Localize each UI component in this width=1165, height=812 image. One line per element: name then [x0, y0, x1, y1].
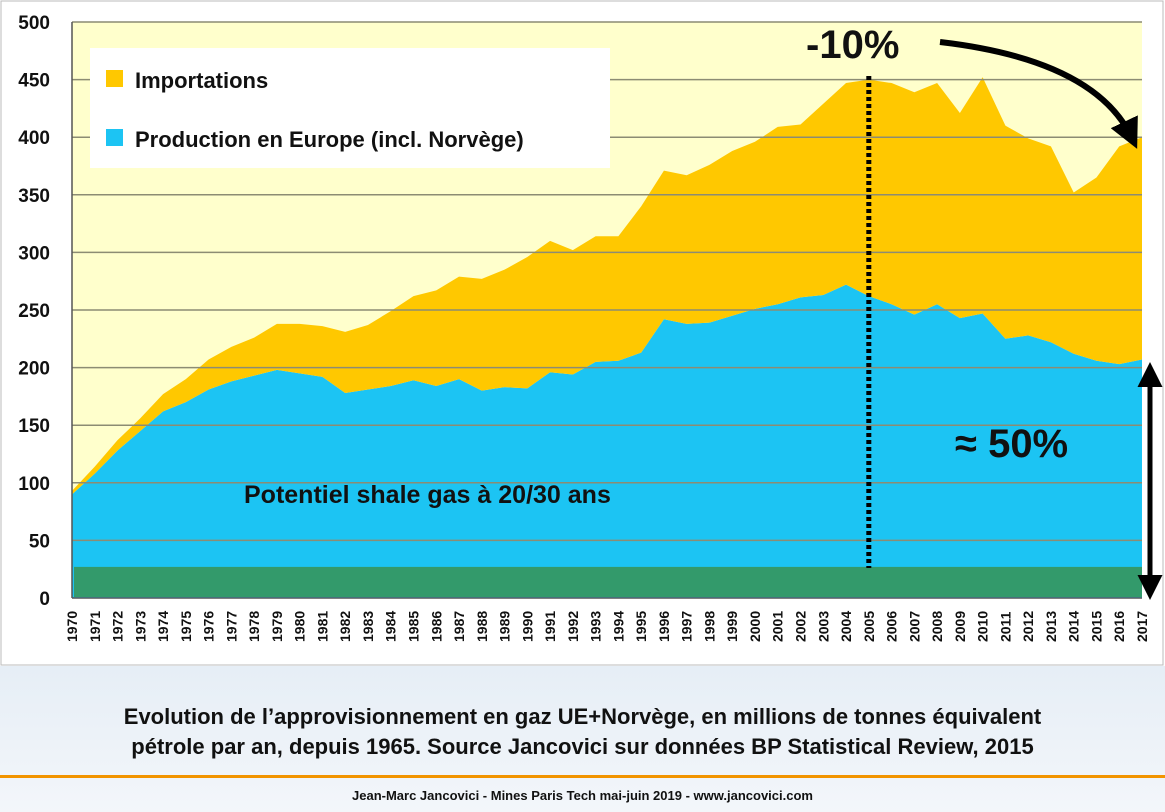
x-tick-label-1990: 1990: [519, 611, 535, 642]
shale-gas-label: Potentiel shale gas à 20/30 ans: [244, 481, 611, 509]
x-tick-label-1981: 1981: [314, 611, 330, 642]
x-tick-label-2003: 2003: [815, 611, 831, 642]
x-tick-label-1993: 1993: [588, 611, 604, 642]
x-tick-label-2017: 2017: [1134, 611, 1150, 642]
x-tick-label-1976: 1976: [201, 611, 217, 642]
x-tick-label-1974: 1974: [155, 611, 171, 642]
x-tick-label-2012: 2012: [1020, 611, 1036, 642]
x-tick-label-2005: 2005: [861, 611, 877, 642]
caption-line-2: pétrole par an, depuis 1965. Source Janc…: [131, 734, 1034, 759]
x-tick-label-1995: 1995: [633, 611, 649, 642]
y-tick-label-0: 0: [39, 589, 50, 610]
x-tick-label-2013: 2013: [1043, 611, 1059, 642]
area-series-production: [72, 284, 1142, 598]
shale-gas-band: [74, 566, 1142, 597]
x-tick-label-1992: 1992: [565, 611, 581, 642]
x-tick-label-2000: 2000: [747, 611, 763, 642]
x-tick-label-2011: 2011: [997, 611, 1013, 642]
x-tick-label-2015: 2015: [1088, 611, 1104, 642]
x-tick-label-1982: 1982: [337, 611, 353, 642]
chart-caption: Evolution de l’approvisionnement en gaz …: [0, 702, 1165, 762]
footer-divider: [0, 775, 1165, 778]
x-tick-label-1985: 1985: [405, 611, 421, 642]
x-tick-label-1989: 1989: [497, 611, 513, 642]
footer-credit: Jean-Marc Jancovici - Mines Paris Tech m…: [352, 788, 813, 803]
legend-label-importations: Importations: [135, 68, 268, 93]
area-series-importations: [72, 77, 1142, 495]
x-tick-label-1977: 1977: [223, 611, 239, 642]
x-tick-label-1999: 1999: [724, 611, 740, 642]
x-tick-label-2006: 2006: [884, 611, 900, 642]
x-tick-label-2008: 2008: [929, 611, 945, 642]
y-tick-label-400: 400: [18, 128, 50, 149]
x-tick-label-1983: 1983: [360, 611, 376, 642]
x-tick-label-1973: 1973: [132, 611, 148, 642]
x-tick-label-1978: 1978: [246, 611, 262, 642]
decline-label: -10%: [806, 23, 899, 67]
x-tick-label-2016: 2016: [1111, 611, 1127, 642]
caption-area: Evolution de l’approvisionnement en gaz …: [0, 666, 1165, 812]
y-tick-label-100: 100: [18, 474, 50, 495]
x-tick-label-1986: 1986: [428, 611, 444, 642]
x-tick-label-1972: 1972: [110, 611, 126, 642]
x-tick-label-1998: 1998: [701, 611, 717, 642]
legend-label-production: Production en Europe (incl. Norvège): [135, 127, 524, 152]
x-tick-label-1980: 1980: [292, 611, 308, 642]
x-tick-label-1979: 1979: [269, 611, 285, 642]
x-tick-label-2001: 2001: [770, 611, 786, 642]
y-tick-label-300: 300: [18, 243, 50, 264]
x-tick-label-1970: 1970: [64, 611, 80, 642]
y-tick-label-200: 200: [18, 359, 50, 380]
share-label: ≈ 50%: [955, 422, 1068, 466]
y-tick-label-50: 50: [29, 531, 50, 552]
x-tick-label-1984: 1984: [383, 611, 399, 642]
legend-box: [90, 48, 610, 168]
decline-arrow: [939, 39, 1138, 149]
x-tick-label-1996: 1996: [656, 611, 672, 642]
x-tick-label-2009: 2009: [952, 611, 968, 642]
x-tick-label-2004: 2004: [838, 611, 854, 642]
x-tick-label-1971: 1971: [87, 611, 103, 642]
y-tick-label-500: 500: [18, 13, 50, 34]
legend-swatch-importations: [106, 70, 123, 87]
y-tick-label-450: 450: [18, 71, 50, 92]
x-tick-label-2010: 2010: [975, 611, 991, 642]
x-tick-label-1987: 1987: [451, 611, 467, 642]
x-tick-label-1997: 1997: [679, 611, 695, 642]
y-tick-label-350: 350: [18, 186, 50, 207]
x-tick-label-1975: 1975: [178, 611, 194, 642]
x-tick-label-1988: 1988: [474, 611, 490, 642]
chart-frame: 0 50 100 150 200 250 300 350 400 450 500 1970 1971 19…: [0, 0, 1165, 666]
x-tick-label-2007: 2007: [906, 611, 922, 642]
y-tick-label-150: 150: [18, 416, 50, 437]
x-tick-label-2014: 2014: [1066, 611, 1082, 642]
legend-swatch-production: [106, 129, 123, 146]
x-tick-label-1991: 1991: [542, 611, 558, 642]
x-tick-label-1994: 1994: [610, 611, 626, 642]
x-tick-label-2002: 2002: [793, 611, 809, 642]
caption-line-1: Evolution de l’approvisionnement en gaz …: [123, 704, 1042, 729]
gas-supply-chart: 0 50 100 150 200 250 300 350 400 450 500 1970 1971 19…: [0, 0, 1164, 666]
y-tick-label-250: 250: [18, 301, 50, 322]
